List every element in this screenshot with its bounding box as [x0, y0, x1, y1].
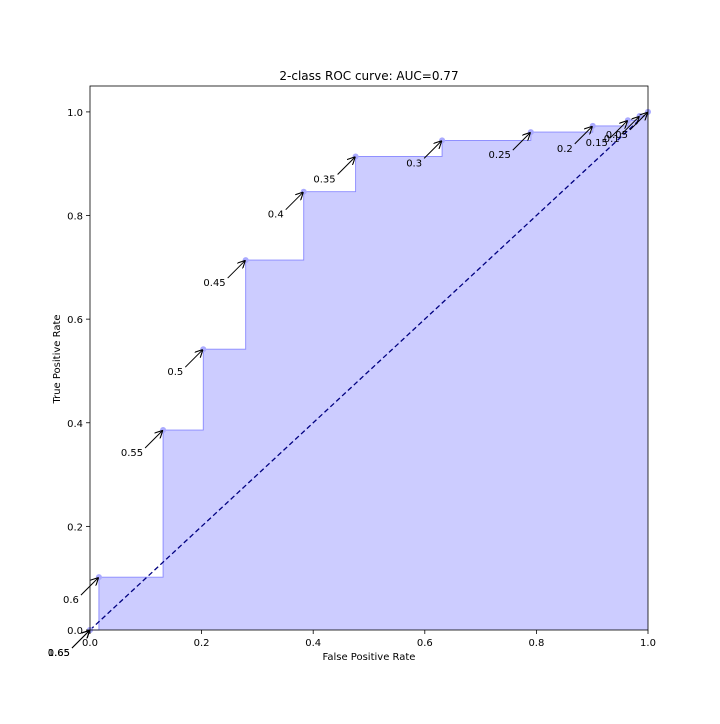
y-axis-label: True Positive Rate — [52, 314, 63, 404]
x-tick-label-4: 0.8 — [528, 638, 544, 649]
threshold-label-13: 0.05 — [606, 130, 628, 141]
threshold-label-1: 1.65 — [48, 648, 70, 659]
x-axis-label: False Positive Rate — [323, 652, 416, 663]
threshold-arrow-1 — [71, 631, 89, 649]
y-tick-label-3: 0.6 — [67, 315, 83, 326]
threshold-arrow-11 — [609, 121, 627, 139]
threshold-label-6: 0.4 — [268, 210, 284, 221]
threshold-arrow-5 — [227, 261, 245, 279]
x-tick-label-0: 0.0 — [82, 638, 98, 649]
threshold-label-5: 0.45 — [203, 278, 225, 289]
x-tick-label-2: 0.4 — [305, 638, 321, 649]
threshold-label-4: 0.5 — [167, 367, 183, 378]
threshold-arrow-4 — [184, 350, 202, 368]
y-tick-label-4: 0.8 — [67, 212, 83, 223]
x-tick-label-1: 0.2 — [194, 638, 210, 649]
y-tick-label-5: 1.0 — [67, 108, 83, 119]
threshold-label-0: 0.65 — [48, 648, 70, 659]
threshold-label-10: 0.2 — [557, 144, 573, 155]
y-tick-label-1: 0.2 — [67, 522, 83, 533]
threshold-arrow-12 — [621, 117, 639, 135]
threshold-arrow-6 — [285, 193, 303, 211]
plot-frame — [89, 85, 649, 631]
threshold-arrow-2 — [80, 578, 98, 596]
threshold-arrow-9 — [512, 133, 530, 151]
chance-diagonal-line — [89, 111, 649, 631]
threshold-label-9: 0.25 — [489, 150, 511, 161]
plot-area: 0.651.65 0.6 0.55 0.5 0.45 0.4 0.35 0.3 0.25 0.2 0… — [48, 85, 656, 659]
y-tick-label-2: 0.4 — [67, 419, 83, 430]
x-tick-label-3: 0.6 — [417, 638, 433, 649]
threshold-label-11: 0.15 — [586, 138, 608, 149]
x-tick-label-5: 1.0 — [640, 638, 656, 649]
threshold-label-7: 0.35 — [313, 174, 335, 185]
threshold-label-2: 0.6 — [63, 595, 79, 606]
y-tick-label-0: 0.0 — [67, 626, 83, 637]
threshold-label-12: 0.1 — [604, 134, 620, 145]
threshold-label-8: 0.3 — [406, 158, 422, 169]
threshold-label-3: 0.55 — [121, 448, 143, 459]
threshold-arrow-3 — [144, 431, 162, 449]
threshold-arrow-8 — [423, 141, 441, 159]
threshold-arrow-13 — [629, 113, 647, 131]
chart-title: 2-class ROC curve: AUC=0.77 — [279, 69, 458, 83]
threshold-arrow-7 — [337, 157, 355, 175]
threshold-arrow-10 — [574, 127, 592, 145]
